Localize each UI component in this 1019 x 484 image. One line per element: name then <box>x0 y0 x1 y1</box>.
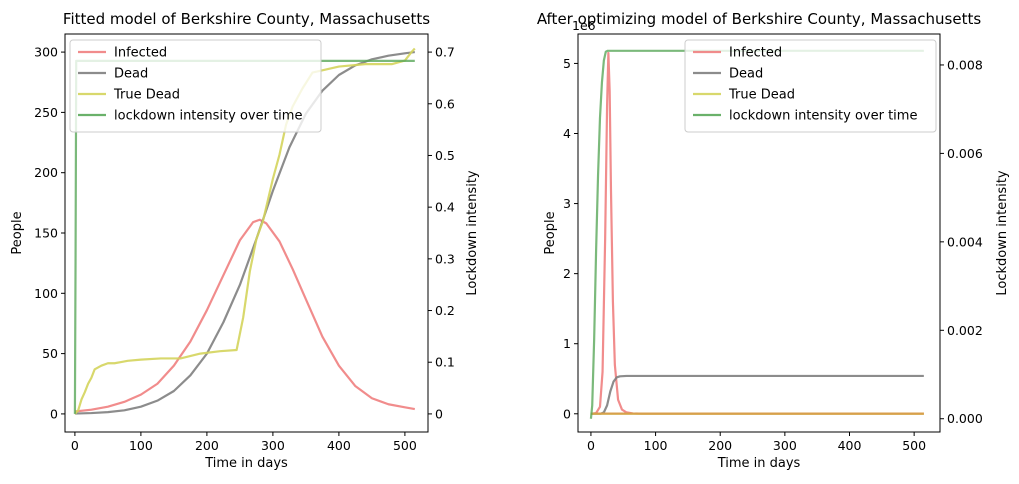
y-tick-label: 150 <box>34 226 58 241</box>
y2-tick-label: 0.002 <box>947 323 983 338</box>
x-tick-label: 0 <box>71 438 79 453</box>
y-tick-label: 1 <box>563 336 571 351</box>
x-tick-label: 0 <box>587 438 595 453</box>
y-axis-label: People <box>543 211 558 254</box>
legend-box <box>69 39 322 133</box>
x-tick-label: 300 <box>261 438 285 453</box>
series-line-dead <box>590 374 924 415</box>
x-tick-label: 500 <box>393 438 417 453</box>
x-tick-label: 200 <box>195 438 219 453</box>
legend-label: True Dead <box>113 88 180 103</box>
y2-tick-label: 0.2 <box>435 303 455 318</box>
legend-label: Infected <box>729 46 782 61</box>
legend-label: Dead <box>729 67 763 82</box>
chart-panel-1: 0 100 200 300 400 500 0 50 100 150 200 250 300 0 0.1 0.… <box>10 10 480 471</box>
legend-label: True Dead <box>728 88 795 103</box>
y-tick-label: 300 <box>34 45 58 60</box>
x-tick-label: 400 <box>838 438 862 453</box>
series-line-lockdown-intensity-over-time <box>589 49 924 419</box>
y-tick-label: 250 <box>34 105 58 120</box>
y-tick-label: 100 <box>34 286 58 301</box>
y2-tick-label: 0.000 <box>947 411 983 426</box>
y2-tick-label: 0.7 <box>435 45 455 60</box>
legend: Infected Dead True Dead lockdown intensity … <box>69 39 322 133</box>
series-line-dead <box>74 50 415 415</box>
y2-tick-label: 0.006 <box>947 146 983 161</box>
x-tick-label: 400 <box>327 438 351 453</box>
legend: Infected Dead True Dead lockdown intensity … <box>684 39 937 133</box>
y-tick-label: 3 <box>563 196 571 211</box>
y-tick-label: 0 <box>563 406 571 421</box>
chart-title: Fitted model of Berkshire County, Massac… <box>63 10 430 28</box>
y-tick-label: 200 <box>34 165 58 180</box>
x-tick-label: 300 <box>773 438 797 453</box>
x-axis-label: Time in days <box>204 456 288 471</box>
legend-label: Infected <box>114 46 167 61</box>
y-tick-label: 50 <box>42 346 58 361</box>
legend-box <box>684 39 937 133</box>
plot-frame <box>577 33 941 433</box>
y-scale-label: 1e6 <box>572 18 596 33</box>
y-tick-label: 2 <box>563 266 571 281</box>
series-line-infected <box>74 218 415 413</box>
x-tick-label: 200 <box>708 438 732 453</box>
y-tick-label: 4 <box>563 126 571 141</box>
y2-axis-label: Lockdown intensity <box>995 170 1010 296</box>
legend-label: Dead <box>114 67 148 82</box>
y2-axis-label: Lockdown intensity <box>465 170 480 296</box>
y-tick-label: 5 <box>563 56 571 71</box>
legend-label: lockdown intensity over time <box>729 109 917 124</box>
x-tick-label: 100 <box>644 438 668 453</box>
chart-title: After optimizing model of Berkshire Coun… <box>537 10 982 28</box>
x-tick-label: 500 <box>902 438 926 453</box>
y2-tick-label: 0 <box>435 406 443 421</box>
y2-tick-label: 0.3 <box>435 251 455 266</box>
y-axis-label: People <box>10 211 25 254</box>
legend-label: lockdown intensity over time <box>114 109 302 124</box>
y2-tick-label: 0.1 <box>435 355 455 370</box>
x-tick-label: 100 <box>129 438 153 453</box>
x-axis-label: Time in days <box>717 456 801 471</box>
y2-tick-label: 0.008 <box>947 57 983 72</box>
y2-tick-label: 0.4 <box>435 200 455 215</box>
y2-tick-label: 0.6 <box>435 96 455 111</box>
y2-tick-label: 0.004 <box>947 234 983 249</box>
series-line-true-dead <box>74 47 416 415</box>
y2-tick-label: 0.5 <box>435 148 455 163</box>
chart-panel-2: 0 100 200 300 400 500 0 1 2 3 4 5 0.000 0.002 0.004 0.0… <box>537 10 1010 471</box>
y-tick-label: 0 <box>50 406 58 421</box>
